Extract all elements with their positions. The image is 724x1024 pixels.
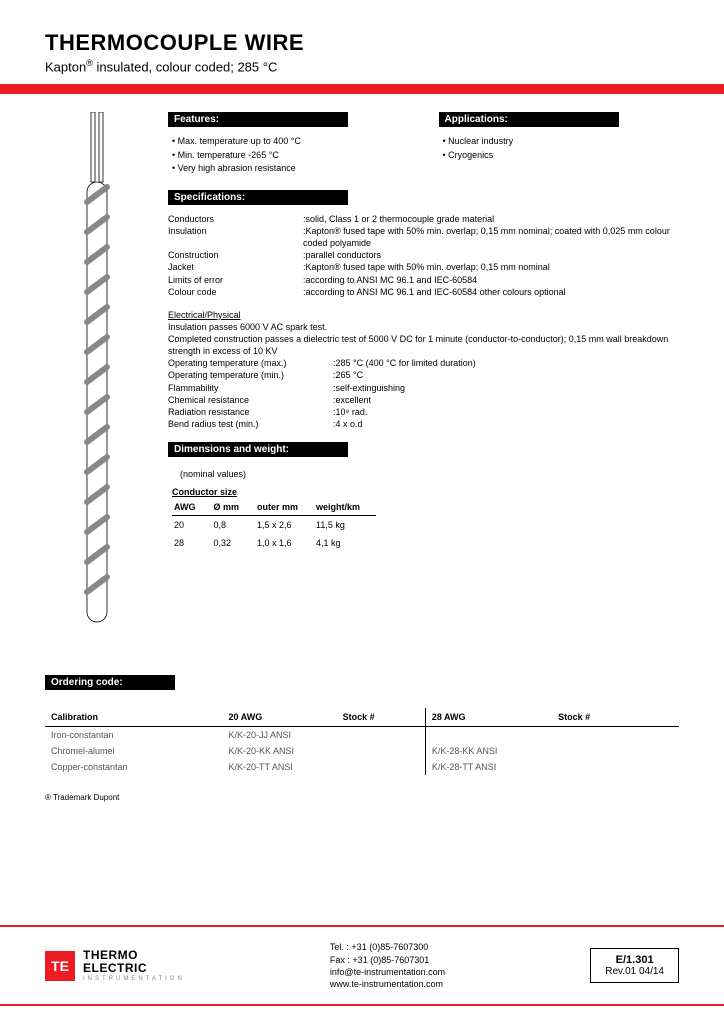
page-title: THERMOCOUPLE WIRE — [45, 30, 679, 56]
applications-list: Nuclear industry Cryogenics — [443, 135, 680, 162]
list-item: Cryogenics — [443, 149, 680, 163]
logo-line3: INSTRUMENTATION — [83, 976, 185, 982]
features-heading: Features: — [168, 112, 348, 127]
spec-row: Radiation resistance:10⁹ rad. — [168, 406, 679, 418]
electrical-block: Operating temperature (max.):285 °C (400… — [168, 357, 679, 430]
dimensions-table: AWG Ø mm outer mm weight/km 200,81,5 x 2… — [172, 499, 376, 552]
divider-red — [0, 1004, 724, 1006]
ordering-heading: Ordering code: — [45, 675, 175, 690]
spec-row: Operating temperature (max.):285 °C (400… — [168, 357, 679, 369]
spec-row: Conductors:solid, Class 1 or 2 thermocou… — [168, 213, 679, 225]
document-code: E/1.301 Rev.01 04/14 — [590, 948, 679, 983]
table-header: weight/km — [314, 499, 376, 516]
trademark-note: ® Trademark Dupont — [45, 793, 679, 802]
list-item: Very high abrasion resistance — [172, 162, 409, 176]
list-item: Min. temperature -265 °C — [172, 149, 409, 163]
features-list: Max. temperature up to 400 °C Min. tempe… — [172, 135, 409, 176]
table-header: Stock # — [552, 708, 679, 727]
specifications-heading: Specifications: — [168, 190, 348, 205]
spec-row: Jacket:Kapton® fused tape with 50% min. … — [168, 261, 679, 273]
table-row: Chromel-alumelK/K-20-KK ANSIK/K-28-KK AN… — [45, 743, 679, 759]
spec-row: Bend radius test (min.):4 x o.d — [168, 418, 679, 430]
table-header: outer mm — [255, 499, 314, 516]
table-header: AWG — [172, 499, 212, 516]
contact-tel: Tel. : +31 (0)85-7607300 — [330, 941, 445, 953]
table-header: Stock # — [337, 708, 426, 727]
contact-block: Tel. : +31 (0)85-7607300 Fax : +31 (0)85… — [330, 941, 445, 990]
electrical-heading: Electrical/Physical — [168, 310, 679, 320]
list-item: Nuclear industry — [443, 135, 680, 149]
logo-mark-icon: TE — [45, 951, 75, 981]
table-row: Iron-constantanK/K-20-JJ ANSI — [45, 727, 679, 744]
spec-row: Operating temperature (min.):265 °C — [168, 369, 679, 381]
contact-web: www.te-instrumentation.com — [330, 978, 445, 990]
table-header: Calibration — [45, 708, 223, 727]
electrical-paragraph: Insulation passes 6000 V AC spark test. … — [168, 321, 679, 357]
logo: TE THERMO ELECTRIC INSTRUMENTATION — [45, 949, 185, 981]
ordering-table: Calibration 20 AWG Stock # 28 AWG Stock … — [45, 708, 679, 775]
table-header: Ø mm — [212, 499, 256, 516]
applications-heading: Applications: — [439, 112, 619, 127]
table-header: 28 AWG — [425, 708, 552, 727]
spec-row: Colour code:according to ANSI MC 96.1 an… — [168, 286, 679, 298]
spec-row: Flammability:self-extinguishing — [168, 382, 679, 394]
spec-row: Insulation:Kapton® fused tape with 50% m… — [168, 225, 679, 249]
logo-line2: ELECTRIC — [83, 962, 185, 975]
dimensions-caption: Conductor size — [172, 487, 679, 497]
table-row: Copper-constantanK/K-20-TT ANSIK/K-28-TT… — [45, 759, 679, 775]
specifications-block: Conductors:solid, Class 1 or 2 thermocou… — [168, 213, 679, 298]
spec-row: Limits of error:according to ANSI MC 96.… — [168, 274, 679, 286]
spec-row: Chemical resistance:excellent — [168, 394, 679, 406]
contact-fax: Fax : +31 (0)85-7607301 — [330, 954, 445, 966]
spec-row: Construction:parallel conductors — [168, 249, 679, 261]
contact-email: info@te-instrumentation.com — [330, 966, 445, 978]
table-row: 200,81,5 x 2,611,5 kg — [172, 516, 376, 535]
dimensions-note: (nominal values) — [180, 469, 679, 479]
wire-illustration-icon — [75, 112, 125, 632]
list-item: Max. temperature up to 400 °C — [172, 135, 409, 149]
page-subtitle: Kapton® insulated, colour coded; 285 °C — [45, 58, 679, 74]
table-row: 280,321,0 x 1,64,1 kg — [172, 534, 376, 552]
table-header: 20 AWG — [223, 708, 337, 727]
dimensions-heading: Dimensions and weight: — [168, 442, 348, 457]
divider-red — [0, 84, 724, 94]
